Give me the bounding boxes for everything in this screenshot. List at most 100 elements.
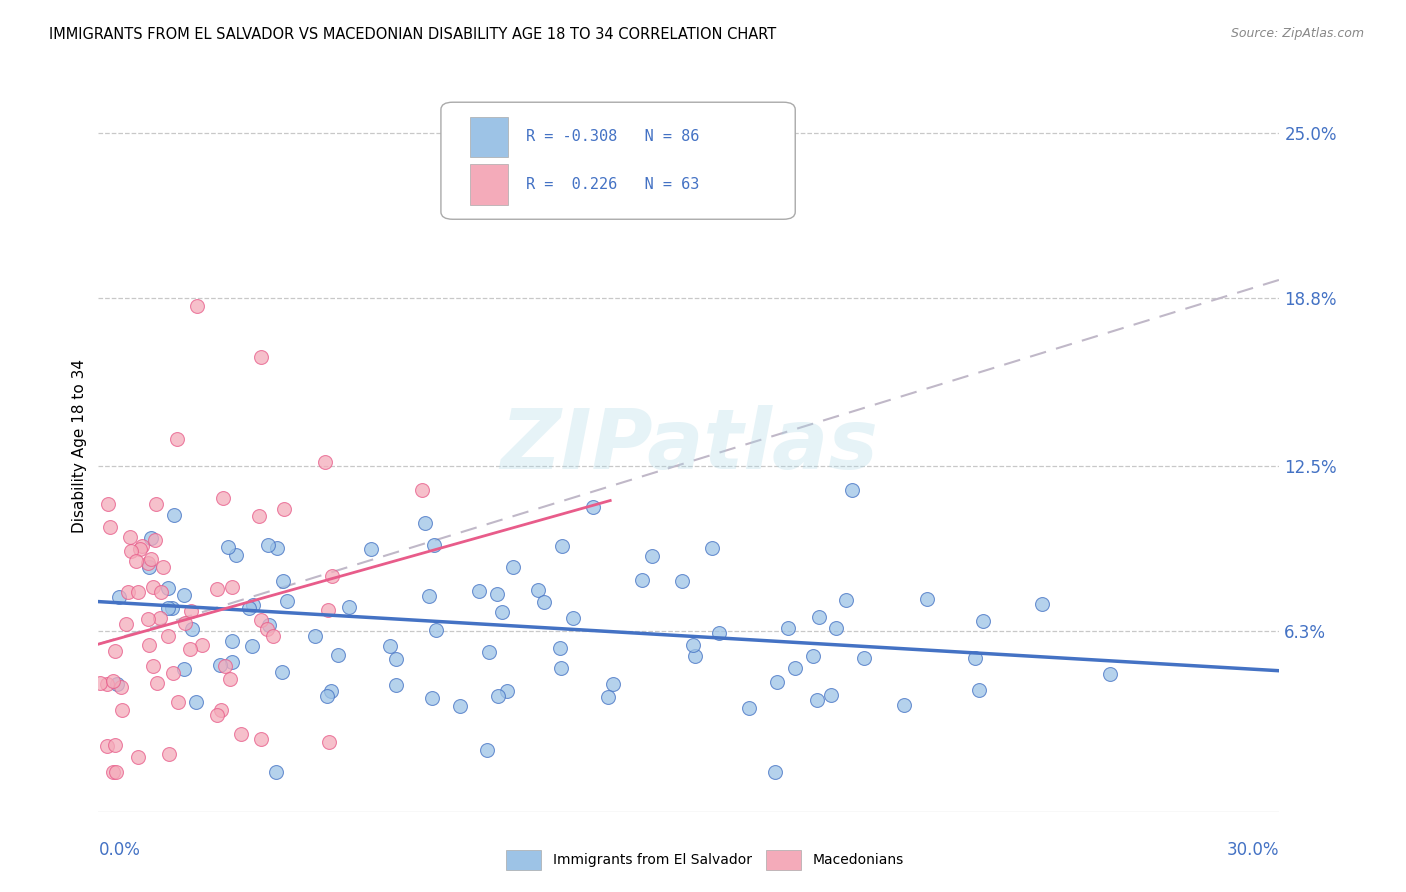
Point [1031, 597, 1053, 611]
Text: ZIPatlas: ZIPatlas [501, 406, 877, 486]
Point [138, 559, 160, 574]
Point [502, 559, 524, 574]
Point [136, 612, 159, 626]
Point [709, 625, 731, 640]
Point [318, 735, 340, 749]
Point [321, 684, 343, 698]
Point [682, 639, 704, 653]
Point [1098, 667, 1121, 681]
Point [98, 519, 121, 533]
Point [240, 640, 263, 654]
Point [276, 594, 298, 608]
Point [160, 601, 183, 615]
Point [114, 617, 136, 632]
Point [163, 508, 186, 522]
Point [841, 483, 863, 497]
Point [737, 701, 759, 715]
Point [129, 542, 152, 557]
Point [917, 592, 939, 607]
Point [138, 638, 160, 652]
Point [264, 764, 287, 779]
Point [763, 764, 786, 779]
Point [783, 661, 806, 675]
Point [467, 583, 489, 598]
Point [806, 693, 828, 707]
Point [326, 648, 349, 663]
Point [893, 698, 915, 713]
Point [562, 611, 585, 625]
Point [101, 764, 124, 779]
Point [527, 583, 550, 598]
Point [110, 680, 132, 694]
Text: 0.0%: 0.0% [98, 841, 141, 859]
Point [304, 629, 326, 643]
Point [273, 502, 295, 516]
Point [496, 683, 519, 698]
Point [422, 690, 444, 705]
Point [136, 557, 159, 571]
Point [145, 497, 167, 511]
Point [631, 573, 654, 587]
FancyBboxPatch shape [441, 103, 796, 219]
Point [180, 604, 202, 618]
Point [820, 688, 842, 702]
Point [156, 582, 179, 596]
Point [166, 695, 188, 709]
Point [209, 703, 232, 717]
Point [142, 580, 165, 594]
Point [125, 554, 148, 568]
FancyBboxPatch shape [471, 117, 508, 157]
Point [808, 610, 831, 624]
Text: R = -0.308   N = 86: R = -0.308 N = 86 [526, 129, 699, 145]
Point [385, 652, 408, 666]
Point [963, 651, 986, 665]
Point [700, 541, 723, 555]
Point [152, 559, 174, 574]
Point [108, 591, 131, 605]
Point [139, 551, 162, 566]
Point [271, 574, 294, 588]
Point [475, 743, 498, 757]
Point [256, 622, 278, 636]
Point [486, 690, 509, 704]
Point [835, 592, 858, 607]
Point [143, 533, 166, 548]
Point [173, 588, 195, 602]
Point [173, 662, 195, 676]
Point [238, 601, 260, 615]
Point [97, 497, 120, 511]
Point [449, 698, 471, 713]
Point [318, 602, 340, 616]
Point [423, 538, 446, 552]
Point [853, 650, 876, 665]
Point [117, 584, 139, 599]
Point [321, 569, 343, 583]
Point [314, 455, 336, 469]
Point [225, 548, 247, 562]
Point [257, 618, 280, 632]
Point [316, 689, 339, 703]
Point [548, 641, 571, 656]
Point [262, 629, 284, 643]
Point [214, 659, 236, 673]
Point [602, 676, 624, 690]
Point [221, 580, 243, 594]
Point [127, 585, 149, 599]
Point [207, 582, 229, 596]
Point [149, 584, 172, 599]
Point [972, 614, 994, 628]
Point [191, 638, 214, 652]
Point [413, 516, 436, 530]
Point [104, 764, 127, 779]
Text: Source: ZipAtlas.com: Source: ZipAtlas.com [1230, 27, 1364, 40]
Point [146, 676, 169, 690]
Point [157, 629, 180, 643]
Text: IMMIGRANTS FROM EL SALVADOR VS MACEDONIAN DISABILITY AGE 18 TO 34 CORRELATION CH: IMMIGRANTS FROM EL SALVADOR VS MACEDONIA… [49, 27, 776, 42]
Point [801, 648, 824, 663]
Y-axis label: Disability Age 18 to 34: Disability Age 18 to 34 [72, 359, 87, 533]
Point [485, 587, 508, 601]
Point [166, 433, 188, 447]
Point [270, 665, 292, 679]
Point [186, 299, 208, 313]
Point [104, 738, 127, 752]
